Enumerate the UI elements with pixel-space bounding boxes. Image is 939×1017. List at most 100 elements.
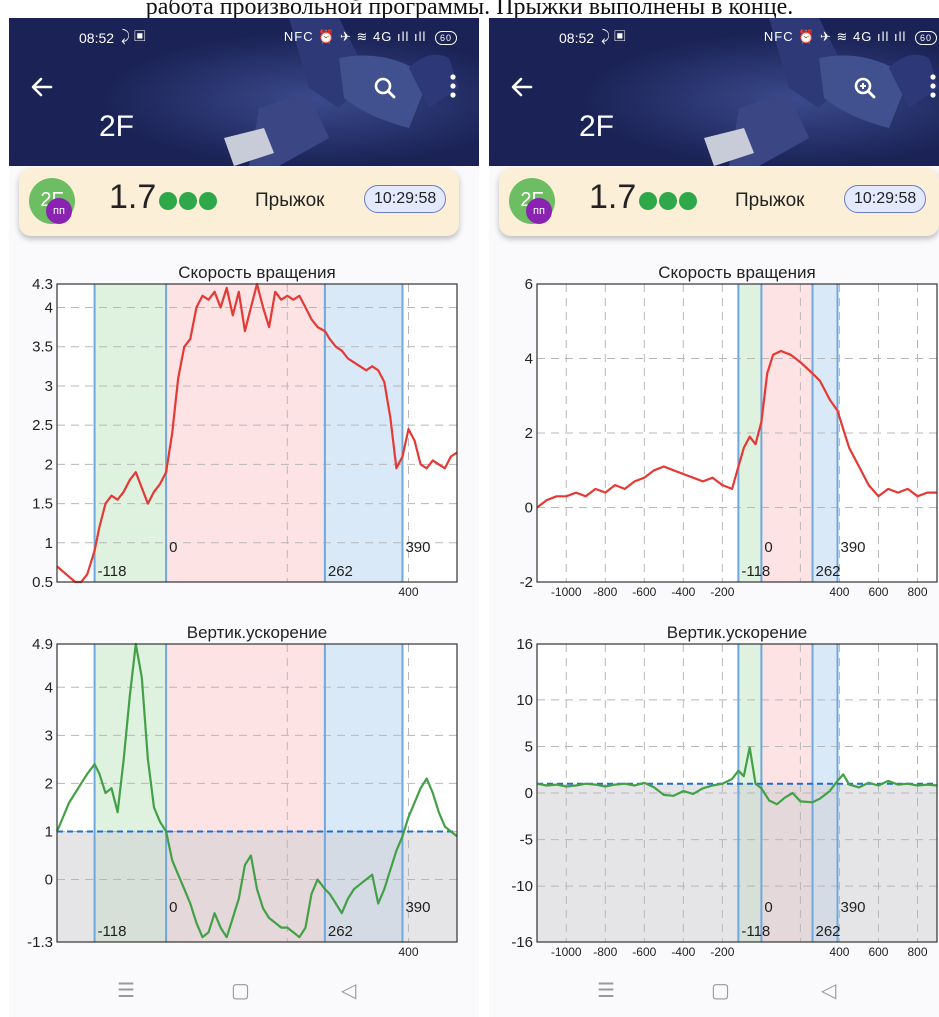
element-label: Прыжок	[255, 190, 325, 211]
phone-screen-right: 08:52 ⤸ ▣ NFC ⏰ ✈ ≋ 4G ıll ıll 60 2F 2F …	[489, 18, 939, 1017]
y-tick-label: 3.5	[32, 339, 53, 356]
system-icons-text: NFC ⏰ ✈ ≋ 4G ıll ıll	[283, 29, 427, 44]
y-tick-label: 1.5	[32, 496, 53, 513]
y-tick-label: 2	[525, 425, 533, 442]
y-tick-label: 1	[45, 823, 53, 840]
event-marker-label: -118	[741, 563, 770, 580]
jump-score: 1.7	[589, 178, 637, 216]
y-tick-label: 0	[525, 500, 533, 517]
event-marker-label: 0	[169, 539, 177, 556]
y-tick-label: 0.5	[32, 574, 53, 591]
y-tick-label: 16	[516, 636, 533, 653]
x-tick-label: 400	[398, 585, 418, 596]
home-button[interactable]: ▢	[711, 980, 730, 1002]
y-tick-label: 3	[45, 378, 53, 395]
more-options-button[interactable]	[449, 74, 457, 102]
element-label: Прыжок	[735, 190, 805, 211]
time-chip[interactable]: 10:29:58	[364, 185, 447, 213]
y-tick-label: 4	[45, 679, 53, 696]
screen-title: 2F	[99, 110, 135, 143]
rating-dots	[159, 192, 219, 215]
zone-blue	[324, 284, 403, 582]
event-marker-label: -118	[98, 923, 127, 940]
y-tick-label: 6	[525, 276, 533, 293]
skater-background-image	[9, 18, 479, 166]
x-tick-label: -600	[632, 585, 656, 596]
x-tick-label: 400	[398, 945, 418, 956]
screen-title: 2F	[579, 110, 615, 143]
status-notification-icons: ⤸ ▣	[121, 28, 146, 45]
arrow-left-icon	[31, 77, 53, 97]
plot-frame	[56, 283, 458, 583]
event-marker-label: 390	[840, 539, 865, 556]
status-system-icons: NFC ⏰ ✈ ≋ 4G ıll ıll 60	[764, 29, 937, 45]
back-button[interactable]	[31, 74, 53, 104]
event-marker-label: 390	[405, 539, 430, 556]
x-tick-label: -400	[671, 585, 695, 596]
system-back-button[interactable]: ◁	[821, 980, 837, 1002]
rating-dot	[179, 192, 197, 210]
y-tick-label: 2.5	[32, 417, 53, 434]
x-tick-label: 800	[907, 945, 927, 956]
y-tick-label: 4	[45, 300, 53, 317]
event-marker-label: 0	[764, 539, 772, 556]
event-marker-label: 0	[764, 899, 772, 916]
vertical-acceleration-chart: -16 -10 -5 0 5 10 16 Вертик.ускорение -1000 -800 -…	[511, 623, 938, 956]
plot-frame	[536, 283, 938, 583]
home-button[interactable]: ▢	[231, 980, 250, 1002]
x-tick-label: 400	[829, 945, 849, 956]
y-tick-label: -2	[520, 574, 533, 591]
x-tick-label: -600	[632, 945, 656, 956]
arrow-left-icon	[511, 77, 533, 97]
time-chip[interactable]: 10:29:58	[844, 185, 927, 213]
event-marker-label: -118	[741, 923, 770, 940]
x-tick-label: 600	[868, 945, 888, 956]
y-tick-label: 5	[525, 738, 533, 755]
search-zoom-icon	[854, 77, 876, 99]
y-tick-label: 2	[45, 775, 53, 792]
system-back-button[interactable]: ◁	[341, 980, 357, 1002]
x-tick-label: 800	[907, 585, 927, 596]
series-line	[56, 282, 458, 584]
event-marker-label: -118	[98, 563, 127, 580]
y-tick-label: 4	[525, 351, 533, 368]
status-bar: 08:52 ⤸ ▣ NFC ⏰ ✈ ≋ 4G ıll ıll 60	[9, 28, 479, 50]
event-marker-label: 262	[328, 923, 353, 940]
more-vert-icon	[930, 74, 936, 98]
battery-icon: 60	[434, 31, 457, 45]
x-tick-label: -200	[710, 945, 734, 956]
chart-title: Вертик.ускорение	[667, 623, 807, 642]
rating-dot	[679, 192, 697, 210]
plot-frame	[56, 643, 458, 943]
system-nav-bar: ☰ ▢ ◁	[9, 978, 479, 1014]
y-tick-label: -10	[511, 878, 533, 895]
plot-frame	[536, 643, 938, 943]
system-icons-text: NFC ⏰ ✈ ≋ 4G ıll ıll	[763, 29, 907, 44]
x-tick-label: -200	[710, 585, 734, 596]
status-notification-icons: ⤸ ▣	[601, 28, 626, 45]
rating-dot	[659, 192, 677, 210]
recents-button[interactable]: ☰	[117, 980, 135, 1002]
y-tick-label: 4.3	[32, 276, 53, 293]
app-header: 08:52 ⤸ ▣ NFC ⏰ ✈ ≋ 4G ıll ıll 60 2F	[489, 18, 939, 166]
back-button[interactable]	[511, 74, 533, 104]
status-time: 08:52	[559, 30, 595, 46]
jump-summary-card[interactable]: 2F пп 1.7 Прыжок 10:29:58	[499, 168, 939, 236]
recents-button[interactable]: ☰	[597, 980, 615, 1002]
rating-dot	[159, 192, 177, 210]
jump-summary-card[interactable]: 2F пп 1.7 Прыжок 10:29:58	[19, 168, 459, 236]
search-zoom-button[interactable]	[853, 76, 877, 105]
event-marker-label: 0	[169, 899, 177, 916]
series-line	[55, 642, 458, 939]
more-vert-icon	[450, 74, 456, 98]
more-options-button[interactable]	[929, 74, 937, 102]
x-tick-label: -1000	[551, 585, 582, 596]
y-tick-label: 4.9	[32, 636, 53, 653]
status-bar: 08:52 ⤸ ▣ NFC ⏰ ✈ ≋ 4G ıll ıll 60	[489, 28, 939, 50]
x-tick-label: -400	[671, 945, 695, 956]
series-line	[536, 746, 938, 806]
chart-title: Скорость вращения	[178, 263, 335, 282]
search-button[interactable]	[373, 76, 397, 105]
chart-title: Скорость вращения	[658, 263, 815, 282]
y-tick-label: 10	[516, 692, 533, 709]
